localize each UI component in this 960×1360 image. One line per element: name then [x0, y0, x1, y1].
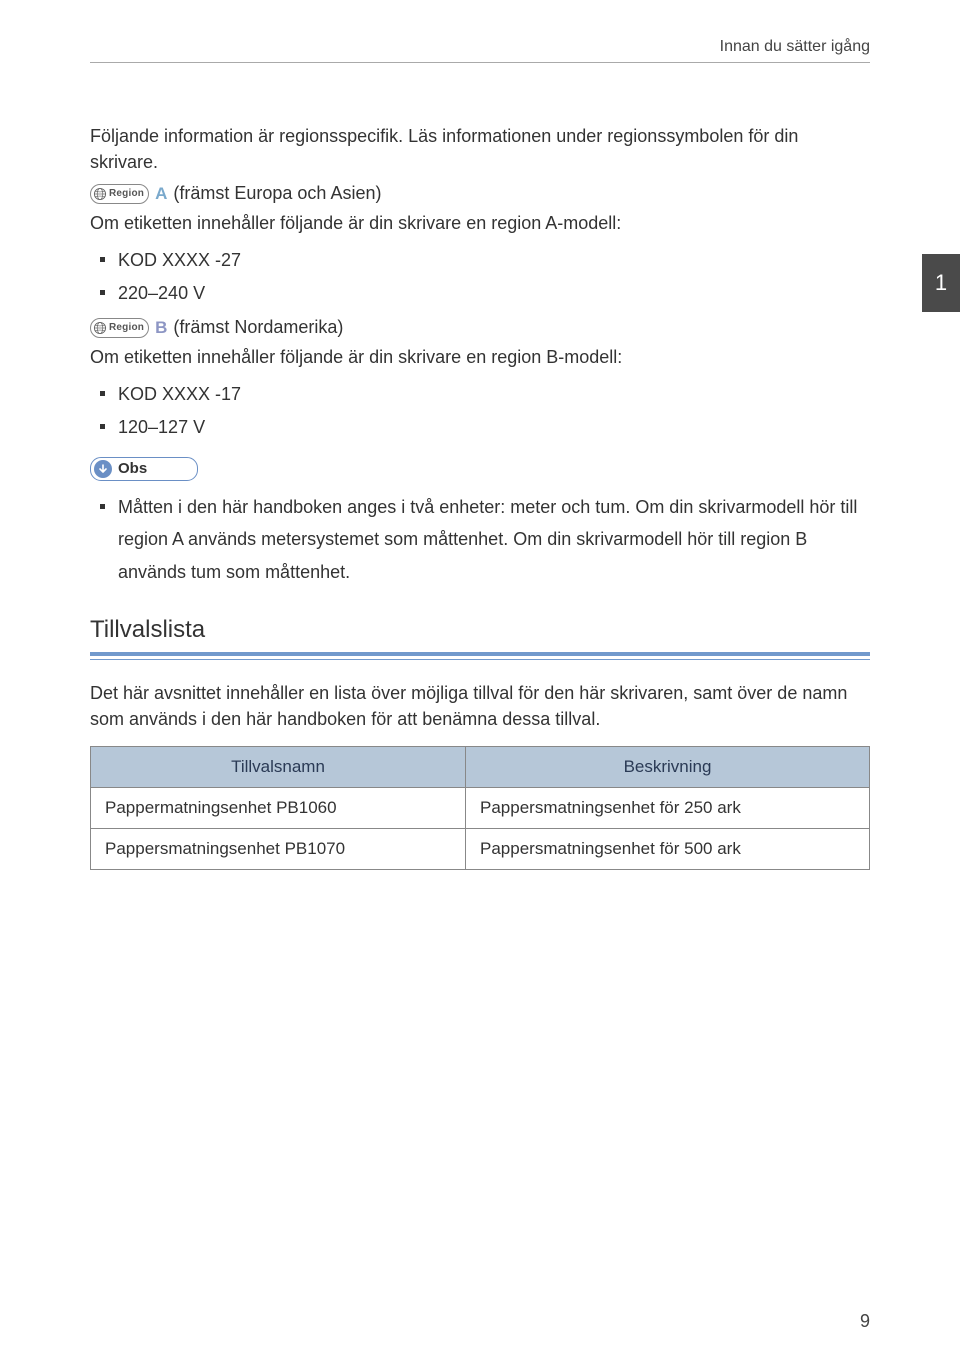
header-rule: [90, 62, 870, 63]
page: Innan du sätter igång 1 Följande informa…: [0, 0, 960, 1360]
region-a-suffix: (främst Europa och Asien): [173, 183, 381, 204]
table-cell: Pappersmatningsenhet PB1070: [91, 829, 466, 870]
obs-label: Obs: [118, 460, 147, 477]
globe-icon: [93, 321, 107, 335]
table-header-cell: Tillvalsnamn: [91, 747, 466, 788]
table-header-cell: Beskrivning: [466, 747, 870, 788]
table-cell: Pappersmatningsenhet för 500 ark: [466, 829, 870, 870]
region-b-letter: B: [155, 319, 167, 336]
region-badge-label: Region: [109, 322, 144, 333]
region-a-desc: Om etiketten innehåller följande är din …: [90, 210, 870, 236]
region-badge-label: Region: [109, 188, 144, 199]
region-a-list: KOD XXXX -27 220–240 V: [90, 244, 870, 309]
region-b-list: KOD XXXX -17 120–127 V: [90, 378, 870, 443]
chapter-tab: 1: [922, 254, 960, 312]
obs-badge: Obs: [90, 457, 198, 481]
arrow-down-icon: [94, 460, 112, 478]
table-row: Pappermatningsenhet PB1060 Pappersmatnin…: [91, 788, 870, 829]
region-a-line: Region A (främst Europa och Asien): [90, 183, 870, 204]
region-a-badge: Region: [90, 184, 149, 204]
list-item: 120–127 V: [118, 411, 870, 443]
table-cell: Pappermatningsenhet PB1060: [91, 788, 466, 829]
region-b-badge: Region: [90, 318, 149, 338]
options-table: Tillvalsnamn Beskrivning Pappermatningse…: [90, 746, 870, 870]
page-number: 9: [860, 1311, 870, 1332]
table-cell: Pappersmatningsenhet för 250 ark: [466, 788, 870, 829]
section-rule: [90, 652, 870, 660]
intro-text: Följande information är regionsspecifik.…: [90, 123, 870, 175]
table-row: Pappersmatningsenhet PB1070 Pappersmatni…: [91, 829, 870, 870]
region-b-suffix: (främst Nordamerika): [173, 317, 343, 338]
running-header: Innan du sätter igång: [90, 38, 870, 56]
list-item: KOD XXXX -27: [118, 244, 870, 276]
region-b-line: Region B (främst Nordamerika): [90, 317, 870, 338]
list-item: 220–240 V: [118, 277, 870, 309]
region-b-desc: Om etiketten innehåller följande är din …: [90, 344, 870, 370]
globe-icon: [93, 187, 107, 201]
table-header-row: Tillvalsnamn Beskrivning: [91, 747, 870, 788]
section-heading-tillvalslista: Tillvalslista: [90, 616, 870, 644]
list-item: Måtten i den här handboken anges i två e…: [118, 491, 870, 588]
tillval-intro: Det här avsnittet innehåller en lista öv…: [90, 680, 870, 732]
region-a-letter: A: [155, 185, 167, 202]
list-item: KOD XXXX -17: [118, 378, 870, 410]
obs-list: Måtten i den här handboken anges i två e…: [90, 491, 870, 588]
